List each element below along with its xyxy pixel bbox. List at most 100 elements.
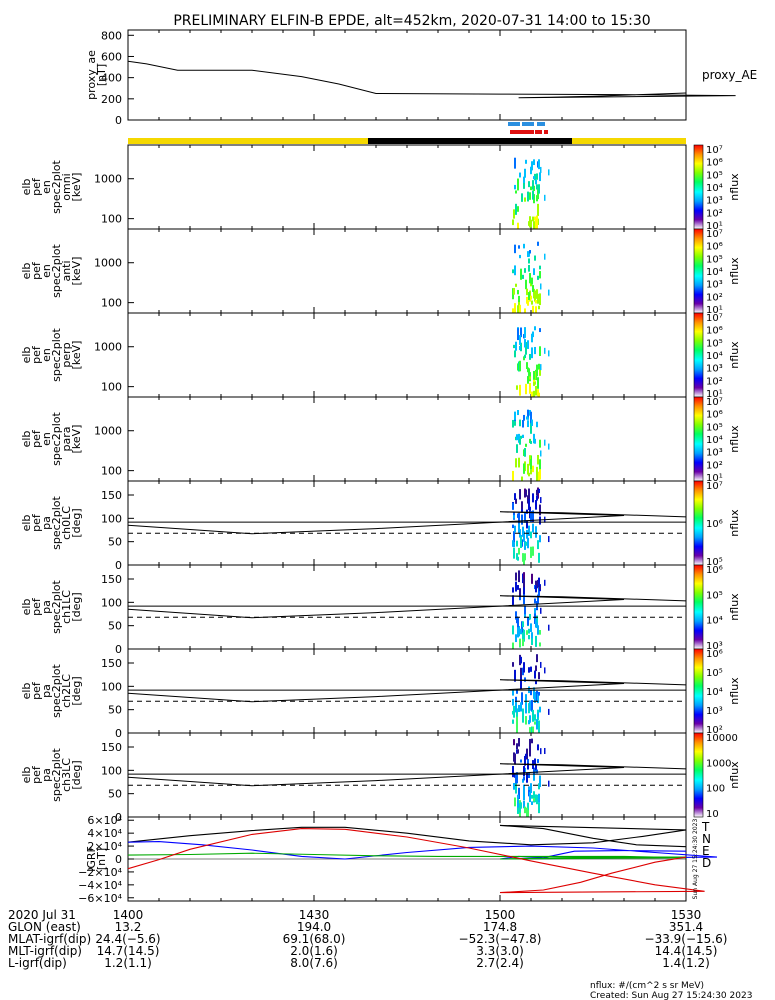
ephem-value: 3.3(3.0) [476, 944, 524, 958]
ytick-label: 50 [108, 704, 122, 717]
ylabel-line: elb [20, 767, 33, 784]
panel-frame [127, 732, 687, 818]
colorbar-tick: 10⁷ [706, 313, 723, 324]
ylabel-line: [keV] [70, 257, 83, 286]
colorbar-tick: 10⁶ [706, 410, 723, 421]
heatmap-cell [544, 194, 546, 201]
ephem-value: 1430 [299, 908, 330, 922]
ytick-label: 200 [101, 93, 122, 106]
footer-units: nflux: #/(cm^2 s sr MeV) [590, 981, 704, 991]
colorbar-tick: 10¹ [706, 473, 723, 484]
ylabel-line: spec2plot [50, 580, 63, 634]
heatmap-cell [532, 305, 534, 313]
ylabel-line: pa [40, 600, 53, 614]
heatmap-cell [535, 500, 537, 510]
heatmap-cell [520, 536, 522, 548]
heatmap-cell [539, 707, 541, 713]
heatmap-cell [538, 392, 540, 397]
heatmap-cell [521, 501, 523, 511]
colorbar-tick: 10⁶ [706, 242, 723, 253]
heatmap-cell [512, 595, 514, 605]
heatmap-cell [514, 669, 516, 677]
ephem-value: 1.4(1.2) [662, 956, 710, 970]
heatmap-cell [517, 206, 519, 212]
heatmap-cell [539, 629, 541, 635]
side-stamp: Sun Aug 27 15:24:30 2023 [692, 819, 699, 900]
heatmap-cells [512, 654, 550, 733]
heatmap-cell [513, 531, 515, 543]
heatmap-cell [537, 594, 539, 604]
heatmap-cell [523, 463, 525, 474]
heatmap-cell [534, 216, 536, 221]
heatmap-cell [539, 172, 541, 182]
ylabel-line: spec2plot [50, 748, 63, 802]
heatmap-cell [531, 333, 533, 343]
heatmap-cell [518, 245, 520, 249]
heatmap-cell [536, 289, 538, 299]
heatmap-cell [519, 638, 521, 647]
heatmap-cell [515, 783, 517, 794]
panel-spec_perp: 1000100elbpefenspec2plotperp[keV]10¹10²1… [20, 312, 741, 400]
ytick-label: 1000 [94, 257, 122, 270]
heatmap-cell [538, 363, 540, 370]
legend-N: N [702, 832, 711, 846]
heatmap-cell [525, 383, 527, 395]
heatmap-cell [512, 719, 514, 724]
heatmap-cell [523, 176, 525, 183]
heatmap-cell [535, 680, 537, 685]
series-line-T [127, 824, 687, 848]
heatmap-cell [514, 265, 516, 272]
ephem-row-label: MLAT-igrf(dip) [8, 932, 91, 946]
ytick-label: −2×10⁴ [78, 866, 122, 879]
colorbar-label: nflux [728, 677, 741, 705]
ylabel-line: [nT] [95, 848, 108, 870]
heatmap-cell [518, 433, 520, 443]
heatmap-cell [515, 634, 517, 643]
heatmap-cell [544, 347, 546, 354]
heatmap-cell [536, 466, 538, 474]
ylabel-line: elb [20, 179, 33, 196]
colorbar-label: nflux [728, 593, 741, 621]
heatmap-cell [535, 665, 537, 672]
heatmap-cell [529, 353, 531, 360]
heatmap-cell [524, 168, 526, 178]
heatmap-cell [537, 712, 539, 718]
heatmap-cell [540, 450, 542, 457]
colorbar-tick: 10¹ [706, 389, 723, 400]
heatmap-cell [525, 753, 527, 758]
panel-frame [127, 144, 687, 230]
heatmap-cell [517, 178, 519, 191]
colorbar-tick: 10⁵ [706, 338, 723, 349]
heatmap-cell [523, 578, 525, 586]
colorbar-tick: 10⁷ [706, 481, 723, 492]
ephem-value: 2.7(2.4) [476, 956, 524, 970]
heatmap-cell [537, 540, 539, 550]
heatmap-cell [530, 422, 532, 434]
heatmap-cell [529, 376, 531, 380]
heatmap-cell [537, 759, 539, 763]
heatmap-cell [533, 382, 535, 386]
heatmap-cell [524, 605, 526, 615]
day-night-bar [128, 122, 686, 144]
heatmap-cell [515, 190, 517, 194]
heatmap-cells [512, 487, 550, 565]
heatmap-cell [534, 598, 536, 604]
heatmap-cell [531, 419, 533, 426]
heatmap-cell [527, 763, 529, 770]
heatmap-cell [532, 180, 534, 190]
ylabel-line: elb [20, 431, 33, 448]
heatmap-cell [523, 414, 525, 421]
ephem-row-label: MLT-igrf(dip) [8, 944, 82, 958]
heatmap-cell [512, 765, 514, 778]
heatmap-cell [535, 585, 537, 593]
heatmap-cell [524, 755, 526, 766]
heatmap-cell [512, 308, 514, 313]
heatmap-cell [539, 642, 541, 647]
ylabel-line: ch0LC [60, 506, 73, 540]
heatmap-cell [531, 347, 533, 359]
field-angle-curve [127, 511, 687, 535]
heatmap-cell [531, 738, 533, 744]
heatmap-cell [533, 433, 535, 442]
ephem-value: 24.4(−5.6) [95, 932, 160, 946]
